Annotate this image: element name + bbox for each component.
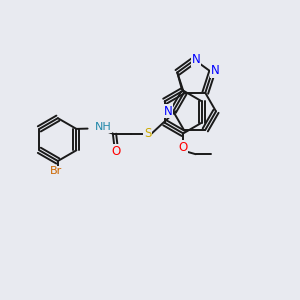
Text: NH: NH (95, 122, 112, 132)
Text: N: N (192, 53, 200, 66)
Text: O: O (178, 141, 188, 154)
Text: S: S (144, 127, 151, 140)
Text: N: N (164, 105, 172, 118)
Text: O: O (112, 145, 121, 158)
Text: Br: Br (50, 167, 62, 176)
Text: N: N (211, 64, 220, 77)
